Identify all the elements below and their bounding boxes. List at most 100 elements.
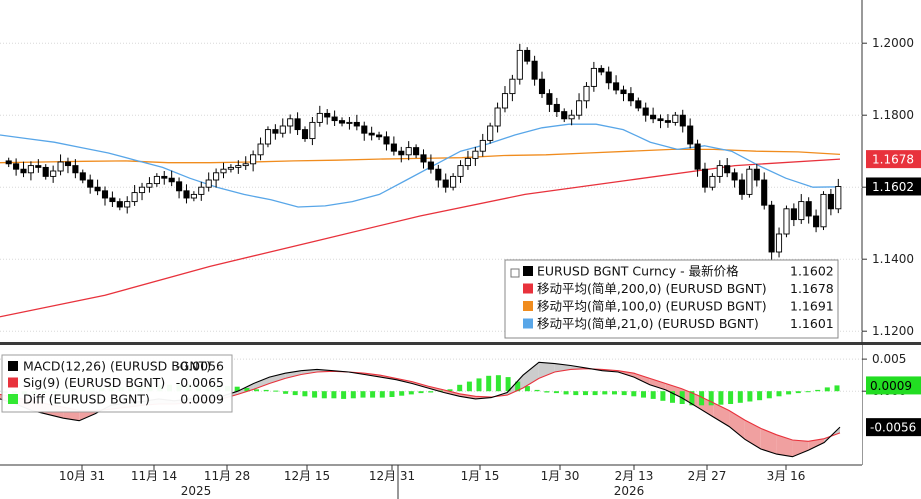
diff-bar [766, 391, 772, 399]
diff-bar [660, 391, 666, 401]
diff-bar [495, 375, 501, 392]
diff-bar [486, 375, 492, 392]
candle-body [435, 168, 442, 181]
candle-body [642, 107, 649, 116]
candle-body [50, 170, 57, 177]
x-tick-label: 12月 15 [284, 469, 330, 483]
price-legend-value: 1.1601 [790, 316, 834, 331]
candle-body [213, 172, 220, 181]
candle-body [413, 147, 420, 156]
candle-body [679, 114, 686, 127]
diff-bar [283, 391, 289, 394]
macd-signal-fill [633, 373, 650, 385]
macd-signal-fill [776, 434, 793, 457]
candle-body [761, 179, 768, 206]
candle-body [287, 118, 294, 127]
diff-bar [408, 391, 414, 395]
macd-tag-label: 0.0009 [870, 379, 912, 393]
diff-bar [805, 391, 811, 393]
candle-body [183, 190, 190, 199]
diff-bar [302, 391, 308, 397]
candle-body [242, 163, 249, 167]
diff-bar [331, 391, 337, 399]
panel-divider [0, 342, 921, 345]
macd-signal-fill [665, 383, 682, 398]
candle-body [72, 165, 79, 174]
candle-body [509, 78, 516, 95]
candle-body [338, 120, 346, 124]
diff-bar [708, 391, 714, 406]
candle-body [116, 201, 123, 208]
price-legend-label: 移动平均(简单,200,0) (EURUSD BGNT) [537, 281, 767, 296]
diff-bar [234, 386, 240, 392]
price-legend-label: EURUSD BGNT Curncy - 最新价格 [537, 264, 739, 279]
macd-legend-value: -0.0056 [176, 359, 224, 374]
macd-signal-fill [269, 373, 286, 384]
price-tag [866, 150, 921, 169]
candle-body [87, 179, 94, 188]
diff-bar [699, 391, 705, 406]
diff-bar [776, 391, 782, 397]
candle-body [27, 165, 34, 174]
candle-body [538, 78, 546, 95]
macd-panel: 0.0050.000MACD(12,26) (EURUSD BGNT)-0.00… [0, 345, 921, 465]
price-legend-label: 移动平均(简单,21,0) (EURUSD BGNT) [537, 316, 759, 331]
diff-bar [592, 391, 598, 396]
candle-body [353, 121, 360, 127]
diff-bar [728, 391, 734, 404]
diff-bar [834, 385, 840, 392]
diff-bar [379, 391, 385, 398]
price-tag [866, 177, 921, 196]
candle-body [746, 168, 753, 195]
diff-bar [515, 381, 521, 392]
candle-body [546, 93, 553, 105]
price-legend-swatch [523, 318, 533, 329]
price-legend-label: 移动平均(简单,100,0) (EURUSD BGNT) [537, 299, 767, 314]
candle-body [716, 165, 723, 177]
macd-legend-label: Diff (EURUSD BGNT) [23, 392, 150, 407]
candle-body [316, 112, 323, 123]
diff-bar [631, 391, 637, 397]
candle-body [138, 186, 146, 194]
candle-body [294, 118, 301, 131]
candle-body [775, 233, 783, 253]
candle-body [420, 154, 427, 163]
candle-body [79, 172, 86, 181]
price-tick-label: 1.1200 [872, 324, 914, 338]
macd-legend-label: Sig(9) (EURUSD BGNT) [23, 375, 165, 390]
candle-body [561, 111, 568, 120]
diff-bar [544, 391, 550, 393]
candle-body [479, 139, 486, 152]
diff-bar [505, 377, 511, 392]
diff-bar [321, 391, 327, 399]
macd-signal-fill [808, 438, 825, 451]
candle-body [227, 166, 234, 170]
macd-legend [1, 354, 233, 413]
diff-bar [553, 391, 559, 394]
candle-body [709, 175, 716, 188]
candle-body [805, 201, 812, 217]
diff-bar [718, 391, 724, 405]
diff-bar [670, 391, 675, 403]
candle-body [427, 161, 434, 170]
candle-body [35, 165, 42, 168]
candle-body [501, 93, 509, 109]
candle-body [472, 150, 479, 159]
diff-bar [292, 391, 298, 396]
candle-body [235, 165, 242, 168]
x-tick-label: 1月 30 [541, 469, 580, 483]
macd-signal-fill [760, 428, 777, 455]
candle-body [398, 150, 405, 156]
diff-bar [563, 391, 569, 395]
price-legend-swatch [523, 301, 533, 311]
diff-bar [350, 391, 356, 399]
diff-bar [650, 391, 656, 399]
candle-body [301, 129, 309, 140]
diff-bar [476, 378, 482, 392]
candle-body [694, 143, 701, 170]
candle-body [309, 121, 316, 140]
candle-body [672, 114, 679, 123]
diff-bar [273, 390, 279, 392]
legend-collapse-box [510, 268, 520, 278]
